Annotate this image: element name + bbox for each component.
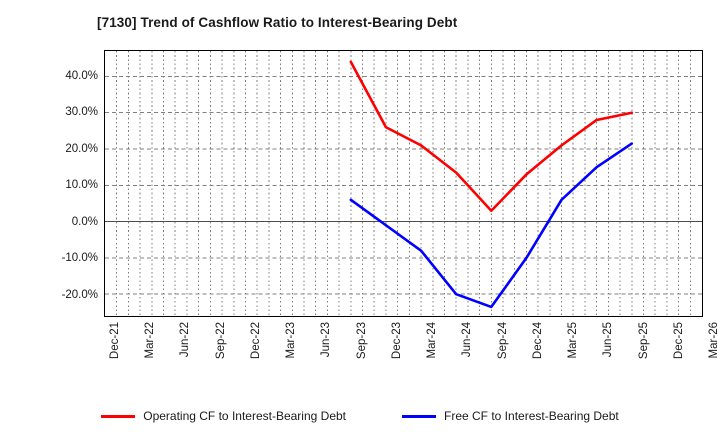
x-axis-tick-label: Sep-22 (214, 322, 227, 360)
x-axis-tick-label: Mar-23 (285, 322, 298, 359)
x-axis-tick-label: Mar-24 (426, 322, 439, 359)
y-axis-tick-label: 0.0% (71, 215, 98, 228)
y-axis-tick-label: 30.0% (65, 106, 98, 119)
x-axis-tick-label: Mar-25 (567, 322, 580, 359)
y-axis-tick-label: 10.0% (65, 179, 98, 192)
plot-area (104, 50, 703, 317)
gridlines (105, 51, 702, 316)
legend-entry[interactable]: Operating CF to Interest-Bearing Debt (101, 409, 346, 423)
x-axis-tick-label: Jun-24 (461, 322, 474, 358)
chart-legend: Operating CF to Interest-Bearing Debt Fre… (0, 404, 720, 428)
y-axis-tick-label: -10.0% (61, 252, 98, 265)
x-axis-tick-label: Mar-22 (144, 322, 157, 359)
x-axis-tick-label: Dec-24 (531, 322, 544, 360)
y-axis-tick-label: -20.0% (61, 289, 98, 302)
x-axis-tick-labels: Dec-21 Mar-22 Jun-22 Sep-22 Dec-22 Mar-23 Jun-… (104, 322, 720, 402)
chart-title: [7130] Trend of Cashflow Ratio to Intere… (97, 15, 458, 30)
x-axis-tick-label: Sep-23 (355, 322, 368, 360)
legend-label: Free CF to Interest-Bearing Debt (444, 409, 619, 423)
legend-entry[interactable]: Free CF to Interest-Bearing Debt (402, 409, 619, 423)
x-axis-tick-label: Jun-25 (602, 322, 615, 358)
x-axis-tick-label: Sep-24 (496, 322, 509, 360)
x-axis-tick-label: Dec-21 (109, 322, 121, 360)
y-axis-tick-label: 40.0% (65, 69, 98, 82)
y-axis-tick-labels: 40.0% 30.0% 20.0% 10.0% 0.0% -10.0% -20.0% (0, 50, 98, 317)
legend-label: Operating CF to Interest-Bearing Debt (143, 409, 346, 423)
x-axis-tick-label: Dec-23 (390, 322, 403, 360)
y-axis-tick-label: 20.0% (65, 142, 98, 155)
x-axis-tick-label: Sep-25 (637, 322, 650, 360)
legend-line-swatch (101, 414, 136, 418)
x-axis-tick-label: Mar-26 (708, 322, 720, 359)
x-axis-tick-label: Dec-25 (672, 322, 685, 360)
series-lines (349, 60, 634, 309)
x-axis-tick-label: Jun-22 (179, 322, 192, 358)
legend-line-swatch (402, 414, 436, 418)
x-axis-tick-label: Jun-23 (320, 322, 333, 358)
x-axis-tick-label: Dec-22 (249, 322, 262, 360)
